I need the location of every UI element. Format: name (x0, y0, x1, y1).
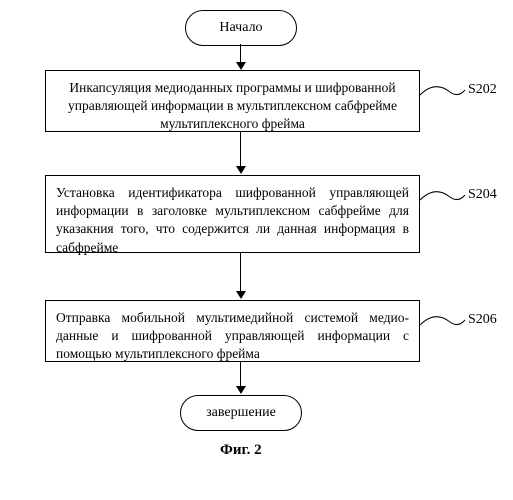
edge-s206-end (240, 362, 241, 388)
edge-s202-s204-head (236, 166, 246, 174)
edge-s204-s206 (240, 253, 241, 293)
process-s206-text: Отправка мобильной мультимедийной систем… (56, 310, 409, 361)
start-node: Начало (185, 10, 297, 46)
edge-start-s202 (240, 44, 241, 64)
process-s204-text: Установка идентификатора шифрованной упр… (56, 185, 409, 255)
edge-s202-s204 (240, 132, 241, 168)
process-s204: Установка идентификатора шифрованной упр… (45, 175, 420, 253)
lead-s204 (420, 185, 465, 215)
edge-s204-s206-head (236, 291, 246, 299)
edge-s206-end-head (236, 386, 246, 394)
end-label: завершение (206, 405, 276, 421)
process-s206: Отправка мобильной мультимедийной систем… (45, 300, 420, 362)
process-s202-text: Инкапсуляция медиоданных программы и шиф… (68, 80, 397, 131)
flowchart-container: Начало Инкапсуляция медиоданных программ… (0, 0, 513, 500)
end-node: завершение (180, 395, 302, 431)
lead-s206 (420, 310, 465, 340)
label-s206: S206 (468, 312, 497, 328)
lead-s202 (420, 80, 465, 110)
label-s202: S202 (468, 82, 497, 98)
edge-start-s202-head (236, 62, 246, 70)
start-label: Начало (219, 20, 262, 36)
label-s204: S204 (468, 187, 497, 203)
process-s202: Инкапсуляция медиоданных программы и шиф… (45, 70, 420, 132)
figure-caption: Фиг. 2 (220, 442, 262, 459)
